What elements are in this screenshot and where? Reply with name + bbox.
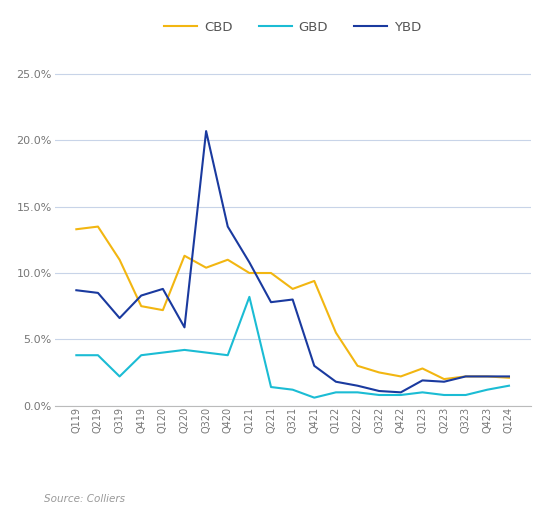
YBD: [203, 128, 210, 134]
GBD: [441, 392, 447, 398]
GBD: [398, 392, 404, 398]
YBD: [462, 373, 469, 379]
YBD: [181, 324, 188, 331]
YBD: [73, 287, 80, 293]
CBD: [138, 303, 144, 309]
CBD: [354, 363, 361, 369]
CBD: [117, 257, 123, 263]
GBD: [267, 384, 274, 390]
GBD: [73, 352, 80, 358]
YBD: [419, 377, 426, 383]
CBD: [73, 226, 80, 232]
GBD: [505, 383, 512, 389]
YBD: [376, 388, 382, 394]
YBD: [441, 379, 447, 385]
GBD: [138, 352, 144, 358]
GBD: [333, 389, 339, 395]
YBD: [484, 373, 491, 379]
CBD: [505, 375, 512, 381]
CBD: [441, 376, 447, 382]
CBD: [289, 286, 296, 292]
Line: CBD: CBD: [77, 227, 509, 379]
GBD: [354, 389, 361, 395]
CBD: [224, 257, 231, 263]
GBD: [117, 373, 123, 379]
YBD: [267, 299, 274, 305]
CBD: [203, 265, 210, 271]
GBD: [181, 347, 188, 353]
CBD: [376, 370, 382, 376]
Legend: CBD, GBD, YBD: CBD, GBD, YBD: [159, 16, 426, 39]
Line: YBD: YBD: [77, 131, 509, 392]
GBD: [376, 392, 382, 398]
YBD: [117, 315, 123, 321]
GBD: [95, 352, 101, 358]
GBD: [224, 352, 231, 358]
GBD: [484, 387, 491, 393]
Line: GBD: GBD: [77, 297, 509, 397]
CBD: [333, 330, 339, 336]
YBD: [95, 290, 101, 296]
CBD: [95, 224, 101, 230]
CBD: [419, 366, 426, 372]
GBD: [160, 349, 166, 355]
YBD: [354, 383, 361, 389]
GBD: [462, 392, 469, 398]
CBD: [181, 252, 188, 259]
CBD: [160, 307, 166, 313]
YBD: [246, 260, 253, 266]
CBD: [462, 373, 469, 379]
CBD: [484, 373, 491, 379]
CBD: [246, 270, 253, 276]
YBD: [138, 293, 144, 299]
Text: Source: Colliers: Source: Colliers: [44, 494, 125, 504]
YBD: [333, 379, 339, 385]
CBD: [398, 373, 404, 379]
GBD: [203, 349, 210, 355]
CBD: [311, 278, 318, 284]
GBD: [289, 387, 296, 393]
YBD: [289, 297, 296, 303]
YBD: [311, 363, 318, 369]
YBD: [398, 389, 404, 395]
GBD: [246, 294, 253, 300]
CBD: [267, 270, 274, 276]
GBD: [419, 389, 426, 395]
YBD: [160, 286, 166, 292]
YBD: [224, 224, 231, 230]
YBD: [505, 373, 512, 379]
GBD: [311, 394, 318, 401]
